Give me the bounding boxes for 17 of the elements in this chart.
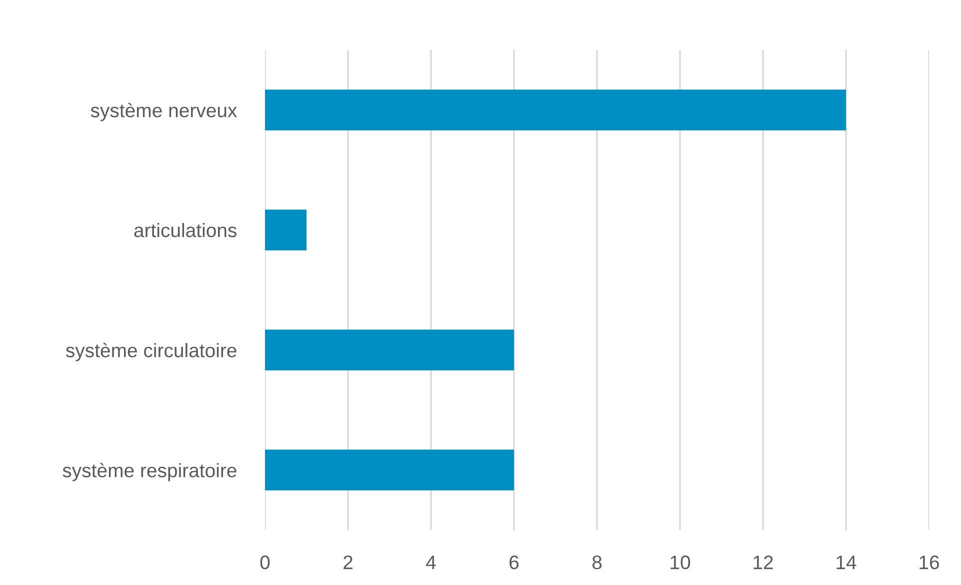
y-tick-label: système circulatoire [66, 342, 236, 362]
x-tick-label: 6 [510, 556, 519, 570]
x-tick-label: 16 [920, 556, 939, 570]
bar [265, 210, 306, 250]
y-tick-label: système respiratoire [62, 462, 236, 482]
x-tick-label: 4 [426, 556, 436, 570]
bar [265, 330, 514, 370]
y-tick-label: articulations [134, 222, 237, 238]
x-tick-label: 12 [754, 556, 773, 570]
x-tick-label: 8 [592, 556, 602, 570]
y-tick-label: système nerveux [90, 102, 238, 122]
x-tick-label: 2 [344, 556, 352, 570]
x-tick-label: 0 [260, 556, 270, 570]
bar [265, 450, 514, 490]
x-tick-label: 10 [670, 556, 690, 570]
bar [265, 90, 846, 130]
x-tick-label: 14 [836, 556, 856, 570]
